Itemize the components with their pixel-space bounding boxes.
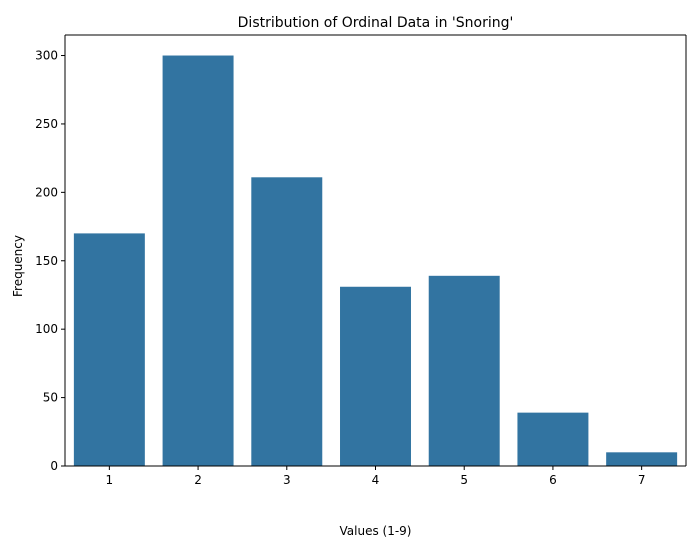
y-tick-label: 100 — [35, 322, 58, 336]
x-tick-label: 6 — [549, 473, 557, 487]
bar-1 — [73, 233, 145, 466]
y-tick-label: 0 — [50, 459, 58, 473]
y-axis-ticks: 0 50 100 150 200 250 300 — [35, 49, 65, 473]
x-axis-ticks: 1 2 3 4 5 6 7 — [106, 466, 646, 487]
y-tick-label: 200 — [35, 185, 58, 199]
x-tick-label: 4 — [372, 473, 380, 487]
bar-5 — [428, 275, 500, 466]
x-tick-label: 1 — [106, 473, 114, 487]
plot-area: 1 2 3 4 5 6 7 0 50 100 150 200 250 300 — [35, 34, 687, 487]
y-tick-label: 50 — [43, 391, 58, 405]
bars-group — [73, 55, 678, 467]
y-tick-label: 150 — [35, 254, 58, 268]
bar-3 — [251, 177, 323, 467]
x-tick-label: 7 — [638, 473, 646, 487]
x-tick-label: 5 — [460, 473, 468, 487]
y-axis-label: Frequency — [11, 235, 25, 297]
x-axis-label: Values (1-9) — [340, 524, 412, 538]
bar-2 — [162, 55, 234, 467]
x-tick-label: 3 — [283, 473, 291, 487]
y-tick-label: 300 — [35, 49, 58, 63]
bar-7 — [606, 452, 678, 466]
chart-title: Distribution of Ordinal Data in 'Snoring… — [238, 15, 514, 31]
bar-6 — [517, 412, 589, 466]
y-tick-label: 250 — [35, 117, 58, 131]
bar-4 — [340, 286, 411, 466]
x-tick-label: 2 — [194, 473, 202, 487]
